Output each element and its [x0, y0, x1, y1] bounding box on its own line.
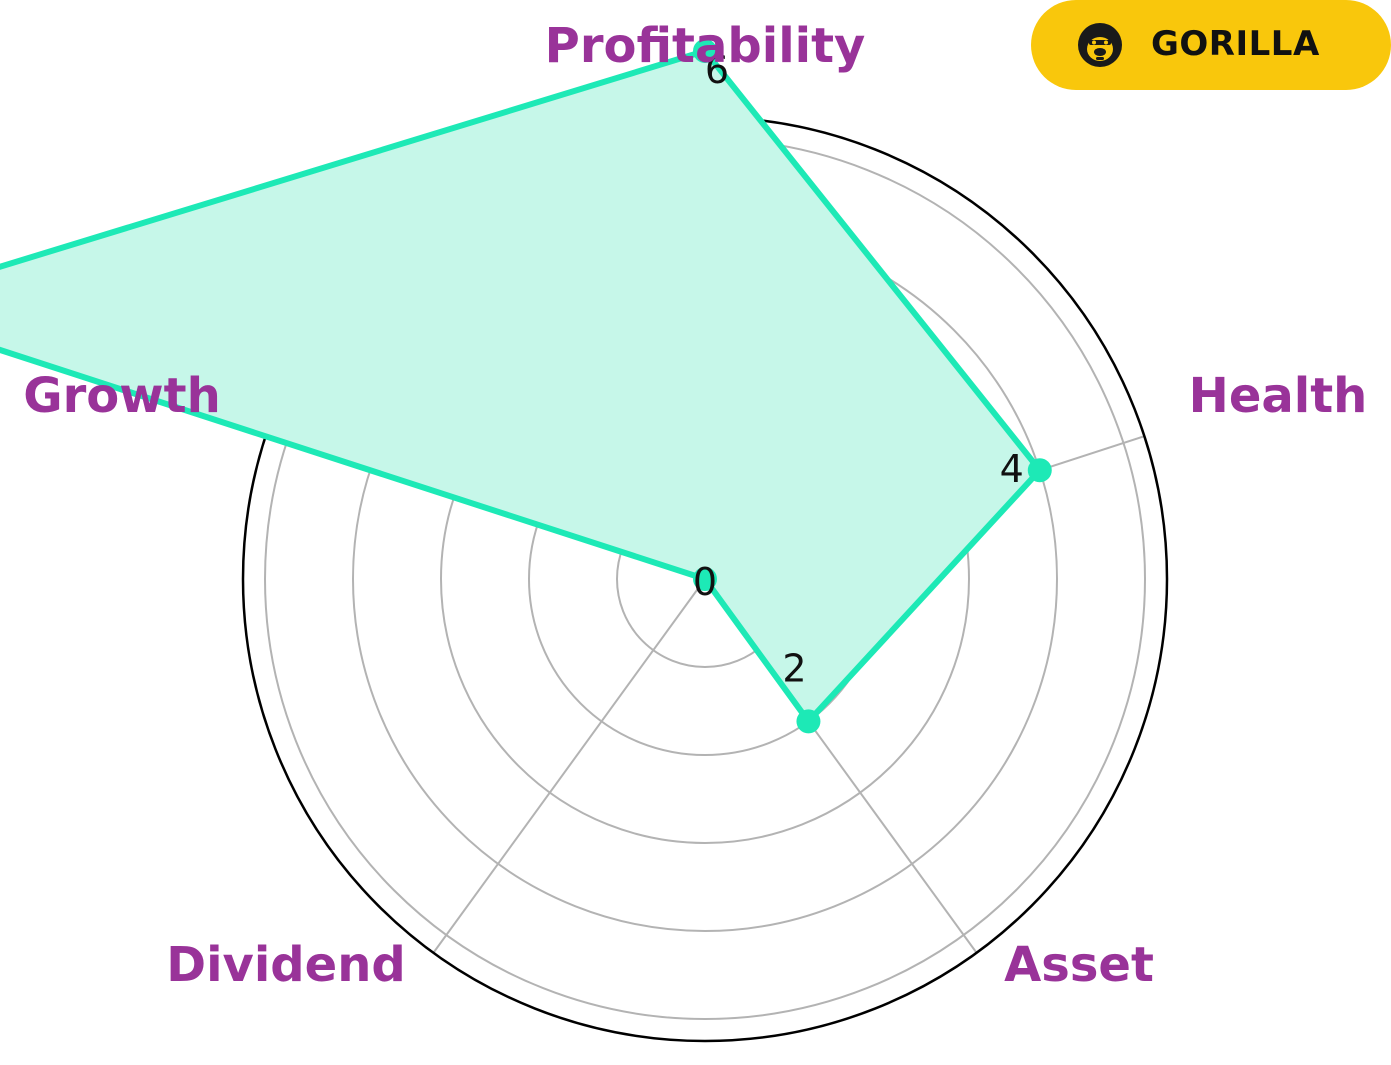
- axis-label-asset: Asset: [1004, 937, 1154, 993]
- gorilla-face-icon: [1078, 23, 1122, 67]
- value-label-asset: 2: [782, 646, 806, 690]
- data-point-profitability: [693, 39, 717, 63]
- value-label-profitability: 6: [705, 48, 729, 92]
- data-point-dividend: [693, 567, 717, 591]
- axis-label-profitability: Profitability: [545, 18, 866, 74]
- grid-spoke: [432, 578, 706, 954]
- value-label-dividend: 0: [693, 560, 717, 604]
- series-area: [0, 51, 1040, 722]
- brand-label: GORILLA: [1151, 24, 1320, 64]
- brand-badge: GORILLA: [1031, 0, 1391, 90]
- value-label-health: 4: [1000, 447, 1024, 491]
- series-line: [0, 48, 1043, 725]
- axis-label-health: Health: [1189, 368, 1368, 424]
- axis-label-growth: Growth: [23, 368, 221, 424]
- axis-label-dividend: Dividend: [166, 937, 405, 993]
- data-point-health: [1027, 458, 1052, 483]
- data-point-asset: [796, 709, 821, 734]
